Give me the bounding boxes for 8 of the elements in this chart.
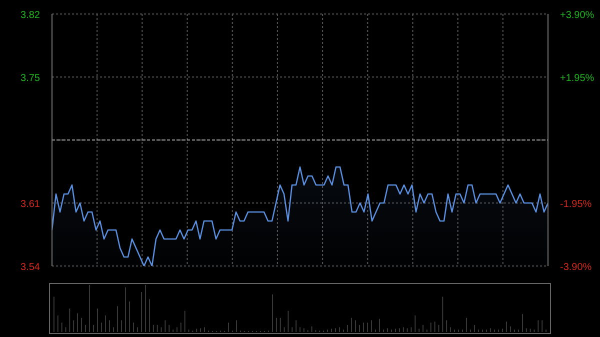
- y2-tick-label: -3.90%: [560, 262, 592, 273]
- y-tick-label: 3.61: [20, 199, 40, 210]
- y-tick-label: 3.54: [20, 262, 40, 273]
- y2-tick-label: -1.95%: [560, 199, 592, 210]
- y2-tick-label: +3.90%: [560, 10, 594, 21]
- y-tick-label: 3.75: [20, 73, 40, 84]
- y2-tick-label: +1.95%: [560, 73, 594, 84]
- y-tick-label: 3.82: [20, 10, 40, 21]
